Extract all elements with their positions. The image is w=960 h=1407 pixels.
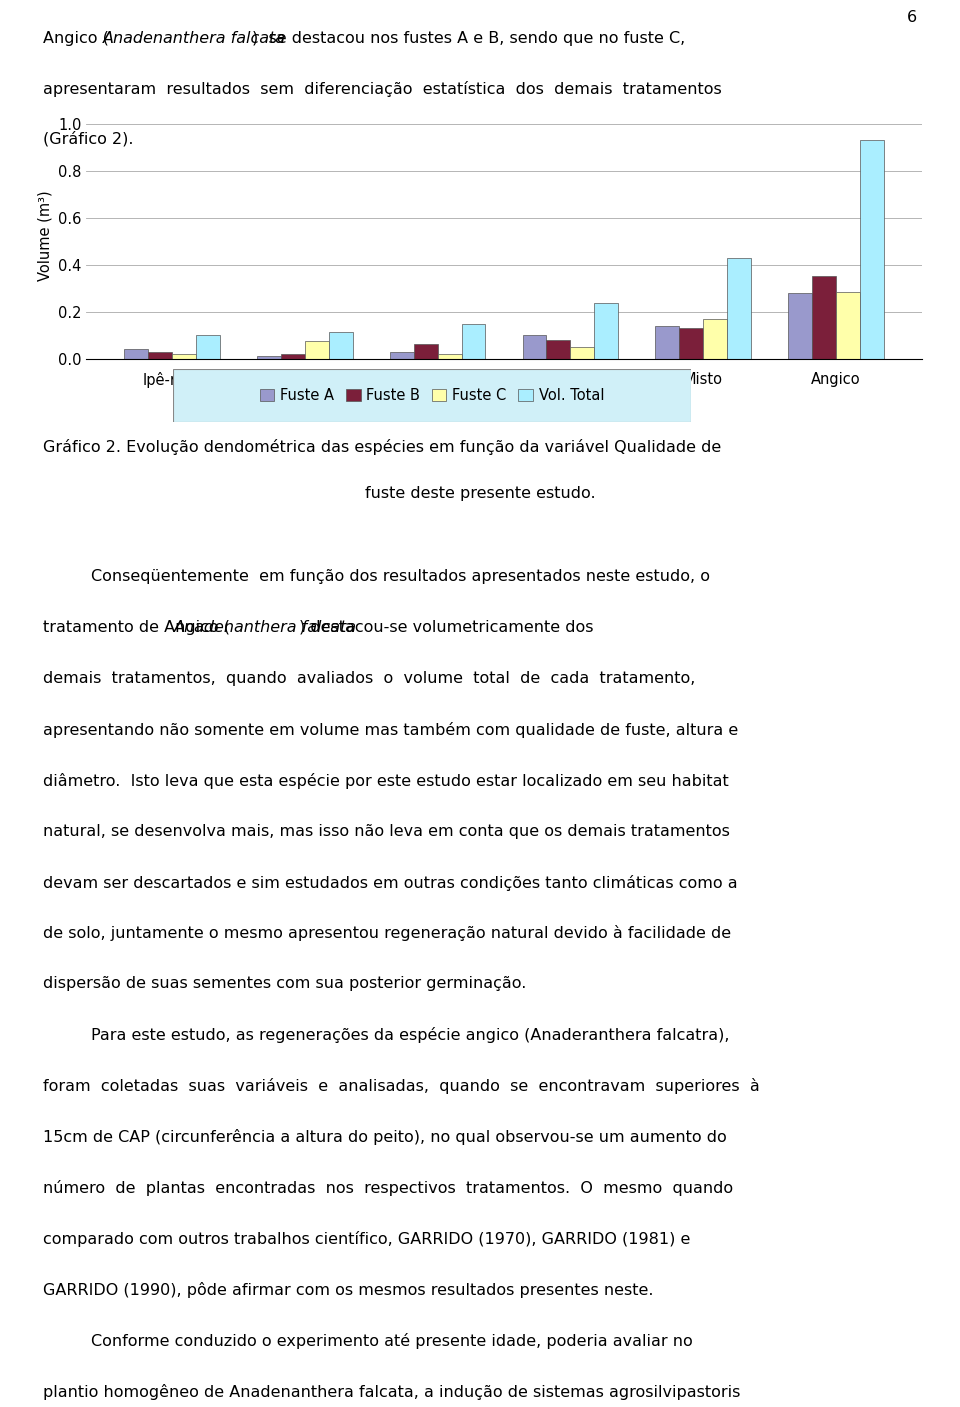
Bar [860, 139, 883, 359]
Text: número  de  plantas  encontradas  nos  respectivos  tratamentos.  O  mesmo  quan: número de plantas encontradas nos respec… [43, 1180, 733, 1196]
Bar [836, 293, 860, 359]
Bar [462, 324, 486, 359]
Text: natural, se desenvolva mais, mas isso não leva em conta que os demais tratamento: natural, se desenvolva mais, mas isso nã… [43, 823, 730, 839]
Bar [438, 355, 462, 359]
Bar [812, 276, 836, 359]
Bar [703, 319, 727, 359]
Bar [305, 342, 328, 359]
Text: foram  coletadas  suas  variáveis  e  analisadas,  quando  se  encontravam  supe: foram coletadas suas variáveis e analisa… [43, 1078, 760, 1095]
Bar [594, 303, 618, 359]
Bar [788, 293, 812, 359]
Text: demais  tratamentos,  quando  avaliados  o  volume  total  de  cada  tratamento,: demais tratamentos, quando avaliados o v… [43, 671, 696, 685]
Bar [680, 328, 703, 359]
Text: apresentaram  resultados  sem  diferenciação  estatística  dos  demais  tratamen: apresentaram resultados sem diferenciaçã… [43, 80, 722, 97]
Text: GARRIDO (1990), pôde afirmar com os mesmos resultados presentes neste.: GARRIDO (1990), pôde afirmar com os mesm… [43, 1282, 654, 1299]
Bar [257, 356, 281, 359]
Text: tratamento de Angico (: tratamento de Angico ( [43, 620, 230, 635]
Bar [281, 355, 305, 359]
Bar [390, 352, 414, 359]
Text: )  se destacou nos fustes A e B, sendo que no fuste C,: ) se destacou nos fustes A e B, sendo qu… [252, 31, 684, 46]
Text: ) destacou-se volumetricamente dos: ) destacou-se volumetricamente dos [300, 620, 593, 635]
Text: Gráfico 2. Evolução dendométrica das espécies em função da variável Qualidade de: Gráfico 2. Evolução dendométrica das esp… [43, 439, 722, 454]
Text: (Gráfico 2).: (Gráfico 2). [43, 131, 133, 146]
Bar [328, 332, 352, 359]
Text: 15cm de CAP (circunferência a altura do peito), no qual observou-se um aumento d: 15cm de CAP (circunferência a altura do … [43, 1130, 727, 1145]
Y-axis label: Volume (m³): Volume (m³) [37, 190, 53, 281]
Text: Anadenanthera falcata: Anadenanthera falcata [103, 31, 286, 46]
Bar [522, 335, 546, 359]
Text: Angico (: Angico ( [43, 31, 109, 46]
Text: Conseqüentemente  em função dos resultados apresentados neste estudo, o: Conseqüentemente em função dos resultado… [91, 568, 710, 584]
Bar [546, 340, 570, 359]
Text: comparado com outros trabalhos científico, GARRIDO (1970), GARRIDO (1981) e: comparado com outros trabalhos científic… [43, 1231, 690, 1247]
Bar [148, 352, 172, 359]
Bar [414, 343, 438, 359]
Bar [570, 348, 594, 359]
Bar [196, 335, 220, 359]
Bar [656, 326, 680, 359]
Text: Anadenanthera falcata: Anadenanthera falcata [174, 620, 357, 635]
Text: diâmetro.  Isto leva que esta espécie por este estudo estar localizado em seu ha: diâmetro. Isto leva que esta espécie por… [43, 772, 729, 789]
Text: apresentando não somente em volume mas também com qualidade de fuste, altura e: apresentando não somente em volume mas t… [43, 722, 738, 737]
Bar [727, 257, 751, 359]
Legend: Fuste A, Fuste B, Fuste C, Vol. Total: Fuste A, Fuste B, Fuste C, Vol. Total [255, 384, 609, 407]
Text: dispersão de suas sementes com sua posterior germinação.: dispersão de suas sementes com sua poste… [43, 976, 527, 992]
Text: Para este estudo, as regenerações da espécie angico (Anaderanthera falcatra),: Para este estudo, as regenerações da esp… [91, 1027, 730, 1044]
Text: plantio homogêneo de Anadenanthera falcata, a indução de sistemas agrosilvipasto: plantio homogêneo de Anadenanthera falca… [43, 1384, 740, 1400]
Bar [125, 349, 148, 359]
Text: devam ser descartados e sim estudados em outras condições tanto climáticas como : devam ser descartados e sim estudados em… [43, 875, 738, 891]
Text: 6: 6 [906, 10, 917, 25]
Text: de solo, juntamente o mesmo apresentou regeneração natural devido à facilidade d: de solo, juntamente o mesmo apresentou r… [43, 926, 732, 941]
Text: Conforme conduzido o experimento até presente idade, poderia avaliar no: Conforme conduzido o experimento até pre… [91, 1332, 693, 1349]
Bar [172, 355, 196, 359]
Text: fuste deste presente estudo.: fuste deste presente estudo. [365, 487, 595, 501]
